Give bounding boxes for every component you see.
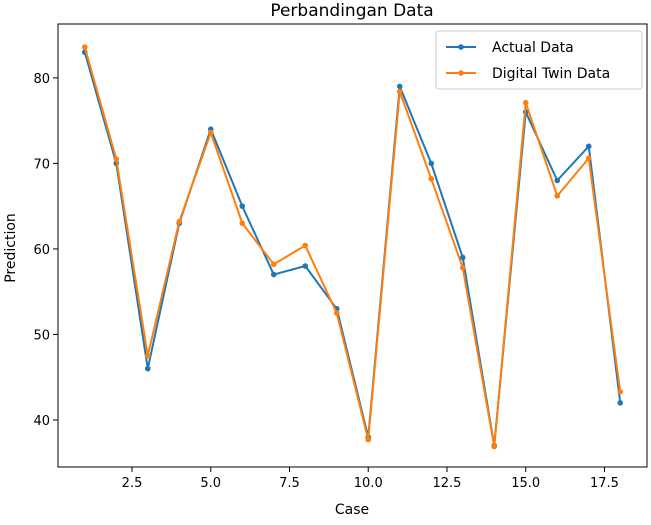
plot-frame [57,23,648,468]
x-tick-label: 10.0 [354,476,383,491]
x-tick-label: 12.5 [433,476,462,491]
data-point [270,261,277,268]
data-point [585,143,592,150]
data-point [428,160,435,167]
y-tick-label: 70 [33,157,50,172]
series-actual-data [81,49,624,449]
series-line [83,51,622,447]
axes: 2.5 5.0 7.5 10.0 12.5 15.0 17.5 40 50 60 70 80 [33,23,648,491]
data-point [302,242,309,249]
data-point [176,218,183,225]
x-tick-label: 17.5 [590,476,619,491]
legend-box [435,30,643,90]
y-tick-label: 80 [33,72,50,87]
series-layer [81,44,624,450]
legend-label: Actual Data [492,40,574,56]
data-point [554,193,561,199]
data-point [617,388,624,395]
series-digital-twin-data [81,44,624,450]
data-point [81,44,88,50]
legend-label: Digital Twin Data [492,66,610,82]
y-tick-label: 50 [33,328,50,343]
data-point [459,254,466,261]
data-point [396,88,403,95]
data-point [365,436,372,443]
x-tick-label: 15.0 [511,476,540,491]
legend-item: Digital Twin Data [446,66,610,82]
data-point [270,271,277,278]
series-line [83,46,622,448]
data-point [302,263,309,269]
data-point [113,156,120,162]
x-tick-label: 2.5 [122,476,143,491]
data-point [522,99,529,106]
data-point [617,400,624,406]
legend-swatch-marker [458,70,464,76]
x-tick-label: 7.5 [279,476,300,491]
legend: Actual Data Digital Twin Data [435,30,643,90]
data-point [459,264,466,271]
data-point [333,310,340,316]
data-point [144,353,151,359]
data-point [207,129,214,136]
y-tick-label: 60 [33,243,50,258]
data-point [396,83,403,90]
data-point [491,443,498,450]
data-point [554,177,561,184]
data-point [239,220,246,227]
x-axis-label: Case [335,502,369,518]
data-point [585,155,592,162]
legend-item: Actual Data [446,40,574,56]
x-tick-label: 5.0 [200,476,221,491]
data-point [239,203,246,209]
data-point [428,175,435,182]
chart-title: Perbandingan Data [270,1,433,21]
y-tick-label: 40 [33,414,50,429]
y-axis-label: Prediction [3,213,19,283]
data-point [144,365,151,372]
legend-swatch-marker [458,44,464,50]
